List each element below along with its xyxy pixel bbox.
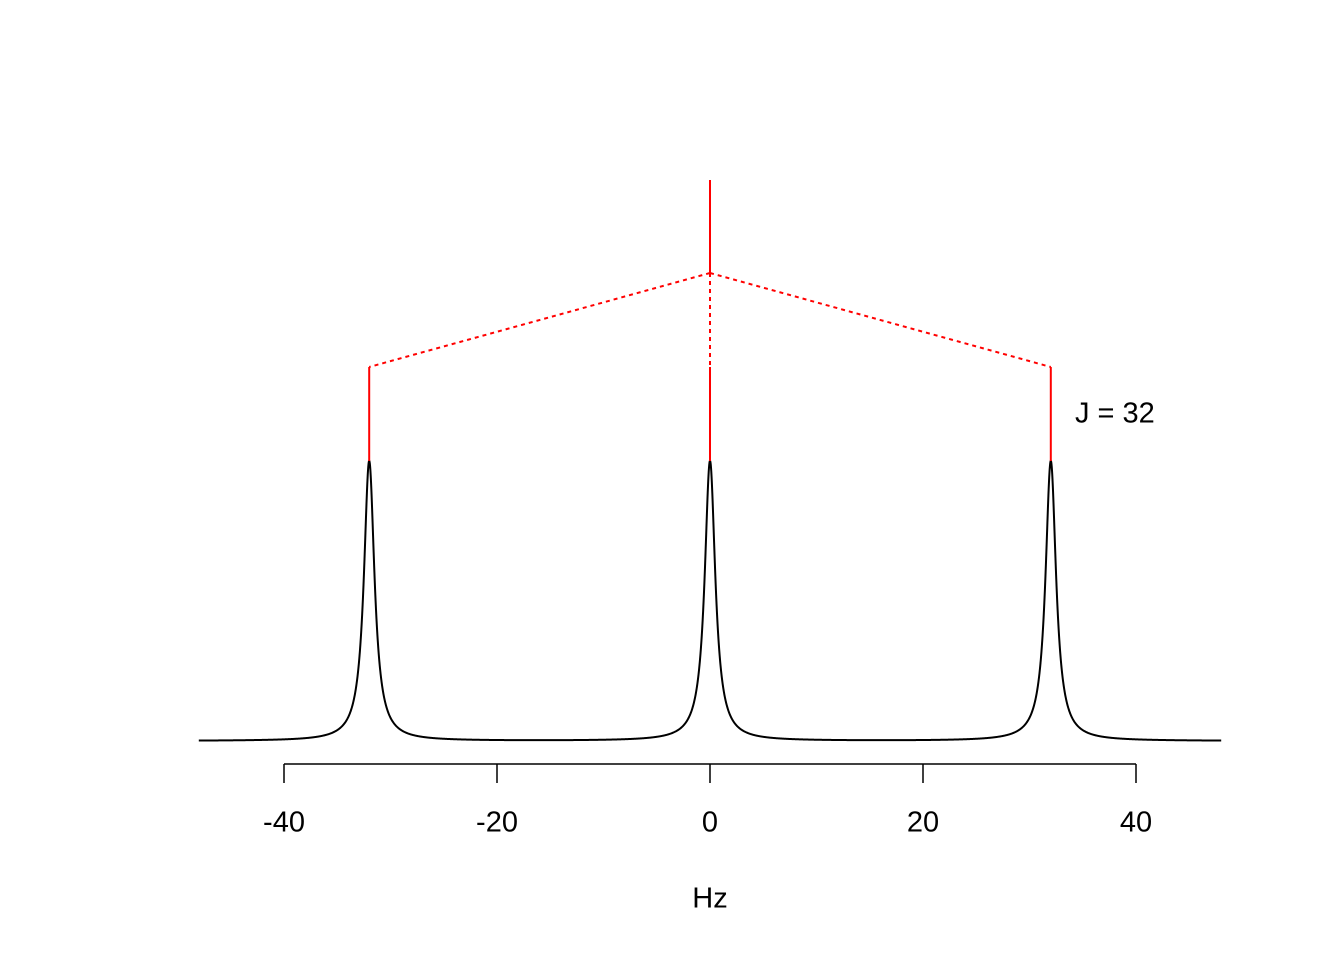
x-tick-label: -40 [263,807,305,839]
annotation: J = 32 [1075,398,1155,430]
x-axis-label: Hz [692,883,727,915]
x-tick-label: 0 [702,807,718,839]
x-tick-label: 40 [1120,807,1152,839]
tree-branch [368,272,711,368]
x-tick-label: -20 [476,807,518,839]
x-tick-label: 20 [907,807,939,839]
tree-branch [709,272,1052,368]
spectrum-line [198,458,1222,742]
